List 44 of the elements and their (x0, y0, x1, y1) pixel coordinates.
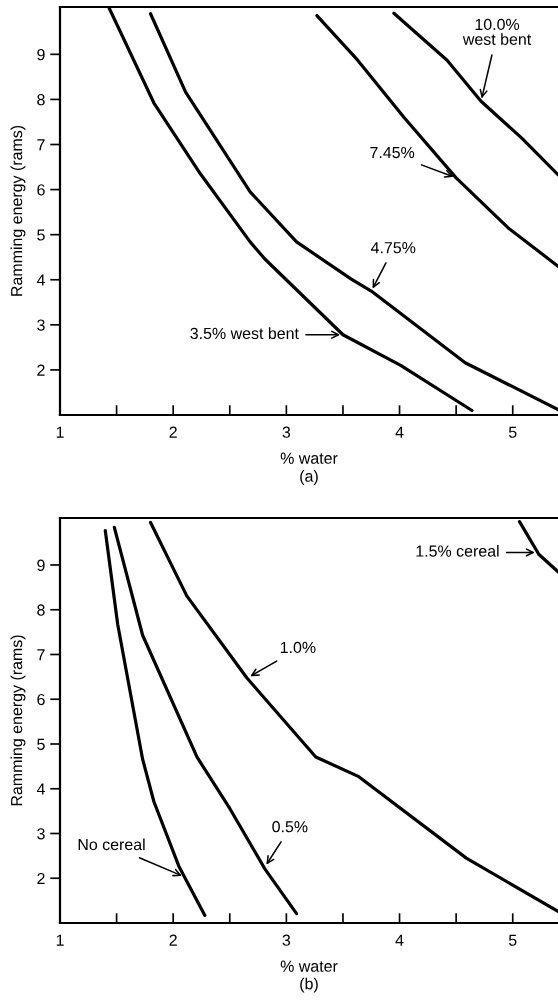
x-tick-label: 2 (169, 934, 177, 946)
annotation: 3.5% west bent (190, 327, 299, 340)
x-axis-title: % water (280, 452, 338, 464)
x-tick-label: 4 (395, 934, 404, 946)
line-series (148, 520, 558, 913)
annotation: 0.5% (272, 821, 308, 833)
x-axis-title: % water (280, 960, 338, 972)
annotation: 1.0% (280, 641, 316, 654)
y-tick-label: 5 (37, 229, 45, 241)
y-tick-label: 3 (37, 319, 45, 331)
x-tick-label: 5 (508, 426, 517, 438)
line-series (103, 528, 207, 917)
y-tick-label: 9 (37, 48, 45, 61)
line-series (315, 13, 558, 268)
y-tick-label: 2 (37, 364, 45, 376)
y-tick-label: 2 (37, 872, 45, 885)
y-axis-title: Ramming energy (rams) (10, 635, 26, 806)
x-tick-label: 1 (56, 426, 64, 438)
annotation: No cereal (78, 838, 145, 851)
annotation: 4.75% (370, 242, 416, 254)
x-tick-label: 3 (282, 426, 291, 438)
y-tick-label: 9 (37, 559, 45, 571)
y-tick-label: 8 (37, 604, 45, 616)
y-tick-label: 4 (36, 274, 45, 286)
x-tick-label: 4 (395, 426, 404, 438)
y-axis-title: Ramming energy (rams) (10, 125, 26, 296)
y-tick-label: 3 (37, 828, 45, 840)
text: (b) (300, 977, 318, 993)
x-tick-label: 5 (508, 934, 517, 946)
y-tick-label: 7 (37, 139, 45, 151)
text: (a) (300, 470, 318, 485)
x-tick-label: 1 (56, 934, 64, 946)
y-tick-label: 6 (37, 693, 45, 706)
line-series (148, 12, 558, 412)
y-tick-label: 4 (36, 783, 45, 795)
annotation: 1.5% cereal (416, 545, 499, 557)
y-tick-label: 6 (37, 184, 45, 196)
x-tick-label: 3 (282, 934, 291, 946)
x-tick-label: 2 (169, 426, 177, 438)
annotation: 10.0% west bent (462, 18, 532, 45)
y-tick-label: 7 (37, 649, 45, 661)
annotation: 7.45% (370, 146, 415, 159)
y-tick-label: 8 (37, 94, 45, 106)
y-tick-label: 5 (37, 738, 45, 750)
